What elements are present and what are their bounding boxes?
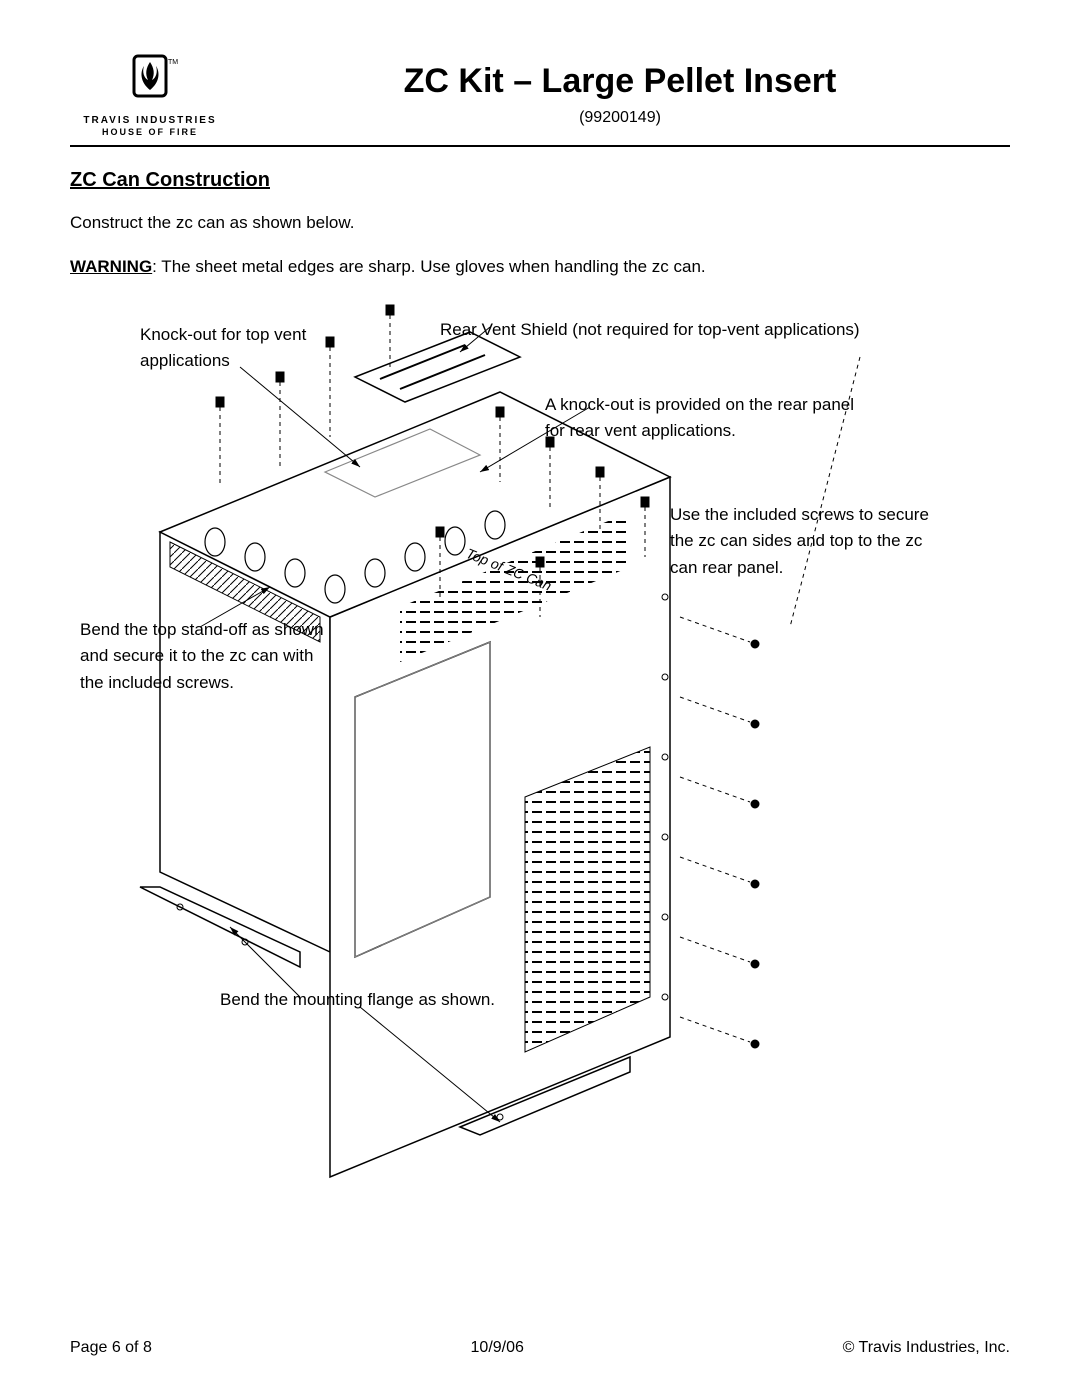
warning-text: : The sheet metal edges are sharp. Use g… xyxy=(152,257,705,276)
footer-date: 10/9/06 xyxy=(471,1339,524,1357)
footer-copyright: © Travis Industries, Inc. xyxy=(843,1339,1010,1357)
page-title: ZC Kit – Large Pellet Insert xyxy=(230,62,1010,101)
callout-knockout-top: Knock-out for top vent applications xyxy=(140,322,320,375)
callout-bend-standoff: Bend the top stand-off as shown and secu… xyxy=(80,617,340,696)
callout-rear-vent-shield: Rear Vent Shield (not required for top-v… xyxy=(440,317,920,343)
callout-bend-flange: Bend the mounting flange as shown. xyxy=(220,987,540,1013)
intro-text: Construct the zc can as shown below. xyxy=(70,210,1010,236)
flame-logo-icon: TM xyxy=(120,50,180,106)
logo-block: TM TRAVIS INDUSTRIES HOUSE OF FIRE xyxy=(70,50,230,137)
logo-text-line1: TRAVIS INDUSTRIES xyxy=(70,115,230,127)
footer-page: Page 6 of 8 xyxy=(70,1339,152,1357)
logo-text-line2: HOUSE OF FIRE xyxy=(70,127,230,137)
page-footer: Page 6 of 8 10/9/06 © Travis Industries,… xyxy=(70,1339,1010,1357)
callout-rear-knockout: A knock-out is provided on the rear pane… xyxy=(545,392,875,445)
callout-use-screws: Use the included screws to secure the zc… xyxy=(670,502,930,581)
warning-line: WARNING: The sheet metal edges are sharp… xyxy=(70,254,1010,280)
page-header: TM TRAVIS INDUSTRIES HOUSE OF FIRE ZC Ki… xyxy=(70,50,1010,147)
assembly-diagram: Top of ZC Can Knock-out for top vent app… xyxy=(70,297,1010,1197)
section-heading: ZC Can Construction xyxy=(70,169,1010,192)
part-number: (99200149) xyxy=(230,109,1010,127)
title-block: ZC Kit – Large Pellet Insert (99200149) xyxy=(230,50,1010,127)
svg-text:TM: TM xyxy=(168,59,178,66)
warning-label: WARNING xyxy=(70,257,152,276)
